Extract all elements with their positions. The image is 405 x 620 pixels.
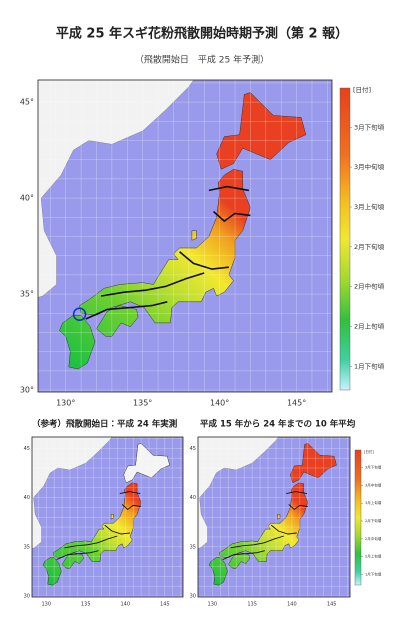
hokkaido — [290, 443, 337, 484]
island — [191, 230, 197, 241]
lon-label: 135 — [81, 602, 91, 608]
lon-label: 140 — [287, 602, 297, 608]
legend-unit: [日付] — [364, 449, 374, 454]
lon-label: 130 — [41, 602, 51, 608]
legend-label: 3月中旬頃 — [354, 162, 385, 171]
legend-label: 2月中旬頃 — [354, 282, 385, 291]
island — [79, 169, 251, 324]
front-line — [104, 524, 131, 535]
map-body — [198, 437, 350, 597]
lon-label: 145 — [160, 602, 170, 608]
front-line — [56, 550, 99, 561]
island — [59, 314, 96, 370]
map — [197, 436, 351, 598]
lon-label: 130° — [56, 399, 75, 408]
legend-label: 2月上旬頃 — [354, 322, 385, 331]
subtitle: （飛散開始日 平成 25 年予測） — [135, 54, 269, 66]
map-frame — [197, 436, 351, 598]
map — [31, 436, 184, 598]
continent — [32, 437, 113, 549]
front-line — [100, 272, 205, 297]
legend-label: 2月下旬頃 — [354, 242, 385, 251]
lon-label: 135 — [247, 602, 257, 608]
lat-label: 30° — [20, 386, 34, 395]
front-line — [208, 185, 250, 192]
legend-label: 3月中旬頃 — [365, 482, 382, 487]
front-line — [230, 535, 285, 549]
lat-label: 30 — [190, 594, 196, 600]
reference-title: （参考）飛散開始日：平成 24 年実測 — [32, 419, 178, 430]
legend-bar — [354, 449, 362, 586]
lat-label: 40° — [20, 194, 34, 203]
lat-label: 45° — [20, 98, 34, 107]
lat-label: 40 — [24, 495, 30, 501]
front-line — [212, 210, 251, 223]
lon-label: 140 — [121, 602, 131, 608]
map — [37, 79, 333, 393]
front-line — [85, 301, 168, 320]
continent — [198, 437, 279, 549]
legend-label: 1月下旬頃 — [365, 571, 382, 576]
title: 平成 25 年スギ花粉飛散開始時期予測（第 2 報） — [56, 26, 348, 42]
lon-label: 140° — [210, 399, 229, 408]
front-line — [64, 535, 118, 549]
front-line — [270, 524, 297, 535]
legend-label: 2月中旬頃 — [365, 536, 382, 541]
lon-label: 145 — [327, 602, 337, 608]
front-line — [179, 251, 229, 270]
front-line — [121, 504, 142, 510]
legend-label: 2月下旬頃 — [365, 518, 382, 523]
lat-label: 35 — [190, 544, 196, 550]
map-body — [38, 80, 332, 392]
legend-unit: [日付] — [353, 85, 371, 94]
lon-label: 145° — [287, 399, 306, 408]
lat-label: 40 — [190, 495, 196, 501]
front-line — [222, 550, 265, 561]
map-body — [32, 437, 183, 597]
island — [42, 557, 62, 586]
legend-label: 3月上旬頃 — [354, 202, 385, 211]
legend-label: 3月下旬頃 — [365, 465, 382, 470]
front-line — [286, 491, 308, 495]
map-frame — [37, 79, 333, 393]
legend-label: 3月上旬頃 — [365, 500, 382, 505]
island — [110, 514, 114, 520]
lon-label: 135° — [133, 399, 152, 408]
legend-label: 2月上旬頃 — [365, 554, 382, 559]
island — [208, 557, 228, 586]
reference-title: 平成 15 年から 24 年までの 10 年平均 — [200, 419, 356, 430]
island — [277, 514, 281, 520]
front-line — [288, 504, 308, 510]
legend-label: 1月下旬頃 — [354, 361, 385, 370]
marker-circle — [72, 307, 87, 321]
lon-label: 130 — [208, 602, 218, 608]
front-line — [119, 491, 141, 495]
continent — [38, 80, 194, 298]
hokkaido — [123, 443, 170, 484]
lat-label: 35 — [24, 544, 30, 550]
island — [219, 482, 309, 562]
legend-bar — [339, 87, 351, 391]
lat-label: 45 — [190, 446, 196, 452]
island — [53, 482, 142, 562]
map-frame — [31, 436, 184, 598]
hokkaido — [216, 92, 307, 170]
lat-label: 35° — [20, 290, 34, 299]
lat-label: 45 — [24, 446, 30, 452]
legend-label: 3月下旬頃 — [354, 122, 385, 131]
lat-label: 30 — [24, 594, 30, 600]
